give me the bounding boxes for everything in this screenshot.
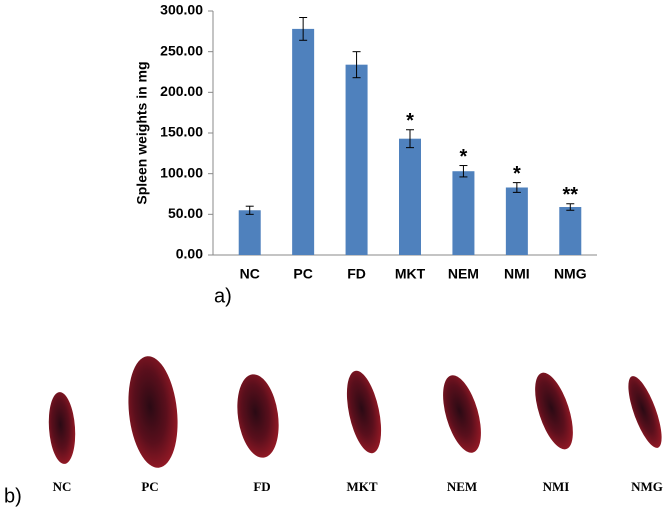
x-tick-label: NC [240, 266, 260, 282]
y-tick-label: 150.00 [160, 124, 203, 140]
y-tick-label: 50.00 [168, 205, 203, 221]
y-tick-label: 300.00 [160, 2, 203, 18]
x-tick-label: NMI [504, 266, 530, 282]
specimen-label: MKT [346, 479, 377, 494]
x-tick-label: NMG [554, 266, 587, 282]
bar [505, 187, 528, 255]
x-tick-label: PC [293, 266, 312, 282]
significance-label: * [460, 146, 468, 168]
y-tick-label: 250.00 [160, 42, 203, 58]
panel-label: a) [214, 285, 232, 307]
specimen-label: NC [53, 479, 72, 494]
bar [399, 138, 421, 255]
y-tick-label: 100.00 [160, 164, 203, 180]
bar [238, 210, 261, 255]
panel-label: b) [4, 485, 22, 507]
bar [559, 207, 582, 255]
specimen-label: NMG [631, 479, 663, 494]
x-tick-label: NEM [448, 266, 479, 282]
y-axis-label: Spleen weights in mg [134, 61, 150, 204]
bar [345, 64, 368, 256]
y-tick-label: 200.00 [160, 83, 203, 99]
specimen-label: FD [253, 479, 270, 494]
specimen-label: NEM [447, 479, 477, 494]
significance-label: * [513, 163, 521, 185]
specimen-label: PC [141, 479, 158, 494]
significance-label: ** [562, 184, 578, 206]
bar [452, 171, 475, 255]
bar [292, 28, 315, 255]
spleen-photos [48, 356, 662, 468]
specimen-label: NMI [543, 479, 570, 494]
x-tick-label: FD [347, 266, 366, 282]
significance-label: * [406, 110, 414, 132]
y-tick-label: 0.00 [176, 246, 203, 262]
x-tick-label: MKT [395, 266, 426, 282]
